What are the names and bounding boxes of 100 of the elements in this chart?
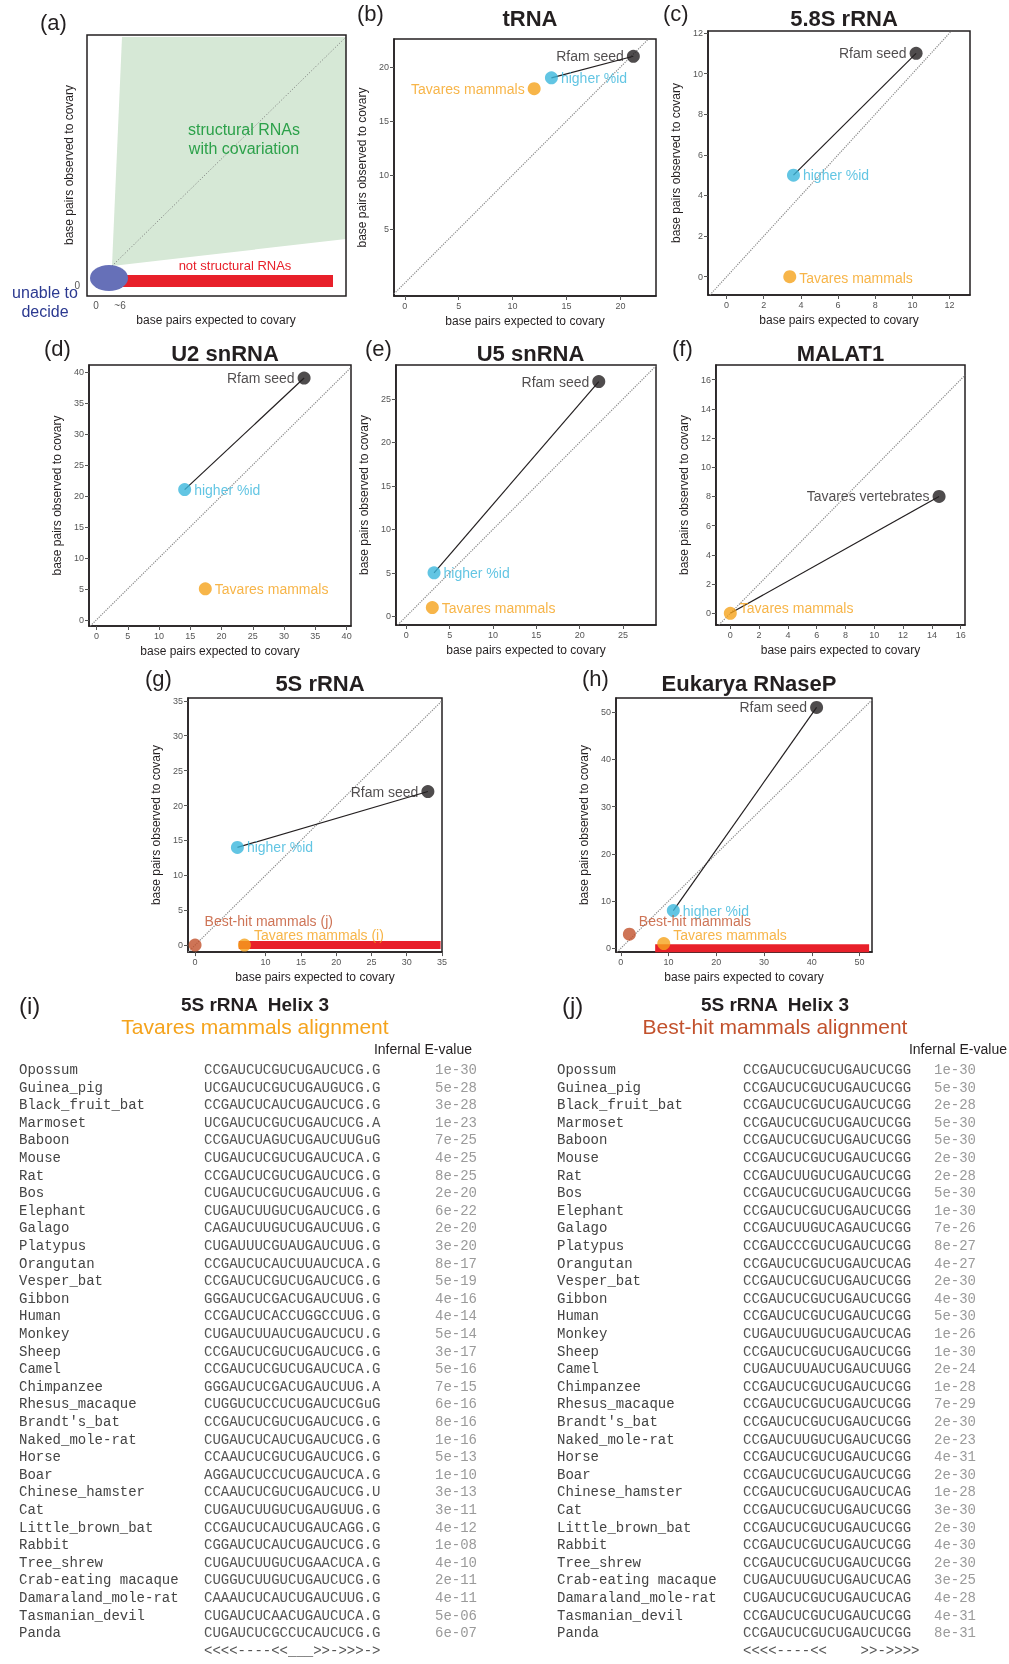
text: CUGAUCUCGUCUGAUCUCA.G — [204, 1150, 381, 1166]
text: CCGAUCUCGUCUGAUCUCGG — [743, 1466, 912, 1483]
text: 4e-12 — [435, 1519, 478, 1536]
category-label: Elephant — [19, 1202, 87, 1219]
x-tick-label: 0 — [724, 299, 730, 310]
text: CCGAUCUCGUCUGAUCUCGG — [743, 1449, 912, 1466]
text: (c) — [663, 0, 689, 26]
text: CCGAUCUCGUCUGAUCUCGG — [743, 1378, 912, 1395]
text: CUGAUCUCGUCUGAUCUUG.G — [204, 1185, 381, 1202]
y-axis-title: base pairs observed to covary — [50, 415, 65, 576]
x-tick-label: 10 — [154, 630, 165, 641]
category-label: Tree_shrew — [19, 1554, 104, 1571]
category-label: Baboon — [19, 1132, 70, 1149]
text: 4e-30 — [934, 1537, 977, 1554]
category-label: Crab-eating macaque — [19, 1572, 179, 1589]
category-label: Rabbit — [19, 1537, 70, 1554]
text: 5e-28 — [435, 1079, 478, 1096]
text: 2e-24 — [934, 1361, 977, 1378]
category-label: Boar — [557, 1466, 591, 1483]
text: CCAAUCUCGUCUGAUCUCG.G — [204, 1449, 381, 1466]
text: 3e-25 — [934, 1572, 977, 1589]
point — [909, 46, 923, 60]
point — [544, 71, 558, 85]
point — [230, 840, 244, 854]
series-label: Tavares mammals — [739, 599, 854, 616]
text: CCGAUCUCAUCUGAUCUCG.G — [204, 1097, 381, 1114]
y-axis-title: base pairs observed to covary — [577, 745, 592, 906]
category-label: Marmoset — [19, 1114, 87, 1131]
y-tick-label: 10 — [73, 552, 84, 563]
text: CCGAUCUCGUCUGAUCUCG.G — [204, 1062, 381, 1078]
x-tick-label: 30 — [279, 630, 290, 641]
text: CUGAUCUCAACUGAUCUCA.G — [204, 1607, 381, 1624]
text: Best-hit mammals alignment — [642, 1015, 908, 1038]
chart-title: tRNA — [502, 5, 558, 31]
text: 8e-27 — [934, 1238, 977, 1254]
category-label: Chimpanzee — [557, 1378, 642, 1395]
category-label: Sheep — [557, 1343, 600, 1360]
text: 1e-30 — [934, 1062, 977, 1078]
category-label: Guinea_pig — [19, 1079, 104, 1096]
y-tick-label: 10 — [378, 170, 389, 181]
category-label: Naked_mole-rat — [557, 1431, 675, 1448]
x-tick-label: 30 — [759, 956, 770, 967]
text: 8e-25 — [435, 1167, 478, 1184]
text: (f) — [672, 335, 693, 361]
point — [657, 937, 671, 951]
y-tick-label: 25 — [73, 459, 84, 470]
text: CCGAUCUCGUCUGAUCUCGG — [743, 1308, 912, 1325]
x-tick-label: 6 — [835, 299, 841, 310]
text: GGGAUCUCGACUGAUCUUG.A — [204, 1378, 381, 1395]
text: CCGAUCUCGUCUGAUCUCGG — [743, 1202, 912, 1219]
category-label: Horse — [557, 1449, 600, 1466]
category-label: Marmoset — [557, 1114, 625, 1131]
text: 6e-22 — [435, 1202, 478, 1219]
x-tick-label: 15 — [531, 629, 542, 640]
chart-title: 5S rRNA — [275, 670, 365, 696]
text: CCGAUCUCAUCUUAUCUCA.G — [204, 1255, 381, 1272]
category-label: Damaraland_mole-rat — [557, 1590, 717, 1606]
category-label: Bos — [557, 1185, 583, 1202]
x-tick-label: 50 — [854, 956, 865, 967]
text: 1e-10 — [435, 1466, 478, 1483]
text: <<<<----<<___>>->>>-> — [204, 1642, 381, 1659]
y-tick-label: 20 — [172, 800, 183, 811]
y-tick-label: 5 — [78, 583, 84, 594]
text: <<<<----<< >>->>>> — [743, 1642, 920, 1659]
y-tick-label: 10 — [692, 68, 703, 79]
y-tick-label: 12 — [692, 28, 703, 39]
y-tick-label: 8 — [705, 491, 711, 502]
text: 1e-28 — [934, 1484, 977, 1501]
text: CCGAUCUUGUCUGAUCUCGG — [743, 1167, 912, 1184]
text: Infernal E-value — [372, 1041, 472, 1057]
text: 5e-19 — [435, 1273, 478, 1290]
category-label: Gibbon — [19, 1290, 70, 1307]
x-axis-title: base pairs expected to covary — [235, 970, 395, 984]
y-axis-title: base pairs observed to covary — [677, 414, 691, 576]
y-tick-label: 5 — [385, 567, 391, 578]
y-tick-label: 5 — [383, 224, 389, 235]
category-label: Little_brown_bat — [557, 1519, 692, 1536]
category-label: Human — [19, 1308, 62, 1325]
text: CCGAUCUCGUCUGAUCUCGG — [743, 1290, 912, 1307]
text: (g) — [145, 665, 172, 691]
x-tick-label: 10 — [260, 956, 271, 967]
text: CCGAUCUCGUCUGAUCUCGG — [743, 1114, 912, 1131]
text: Tavares mammals alignment — [120, 1015, 390, 1039]
text: (b) — [357, 0, 384, 26]
category-label: Human — [557, 1308, 600, 1325]
x-axis-title: base pairs expected to covary — [445, 313, 605, 328]
series-label: Best-hit mammals (j) — [204, 912, 333, 929]
x-tick-label: 10 — [488, 629, 499, 640]
category-label: Opossum — [557, 1062, 616, 1078]
x-tick-label: 5 — [447, 629, 453, 640]
y-tick-label: 0 — [705, 608, 711, 619]
y-tick-label: 25 — [172, 765, 183, 776]
y-tick-label: 0 — [177, 940, 183, 951]
category-label: Tree_shrew — [557, 1554, 642, 1571]
y-tick-label: 20 — [380, 437, 391, 448]
series-label: Tavares mammals — [673, 926, 787, 943]
text: Infernal E-value — [907, 1041, 1007, 1057]
x-tick-label: 2 — [761, 299, 767, 310]
chart-title: 5.8S rRNA — [790, 5, 898, 31]
series-label: Rfam seed — [739, 699, 808, 716]
